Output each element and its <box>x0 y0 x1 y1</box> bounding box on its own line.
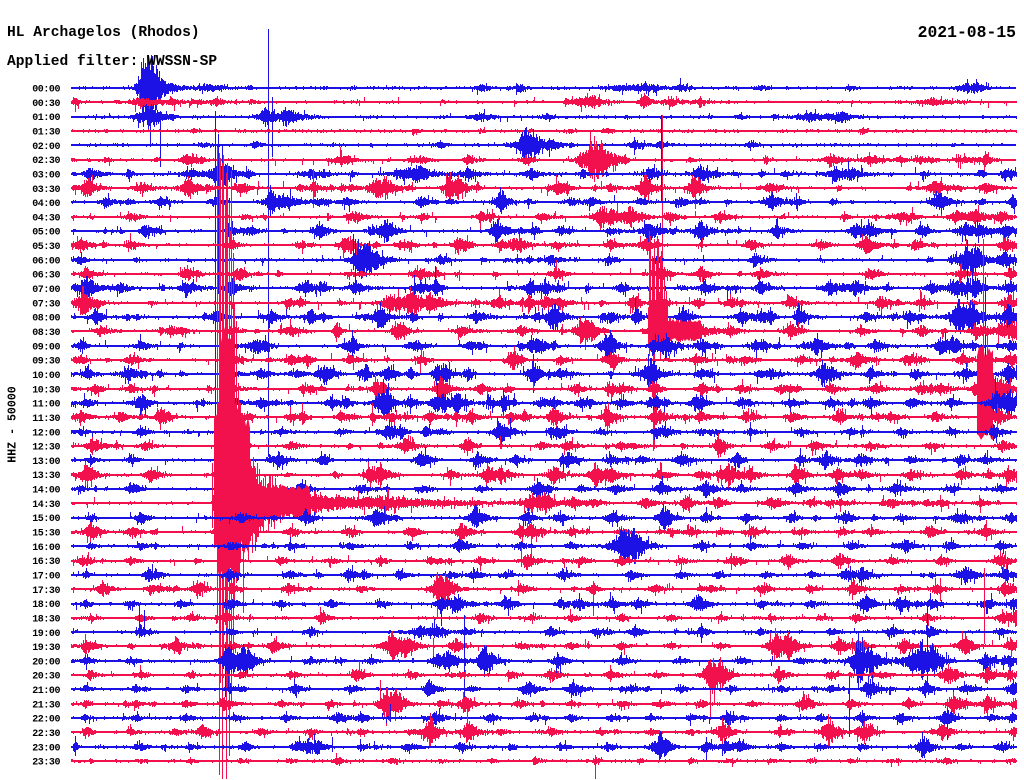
svg-text:10:00: 10:00 <box>32 371 60 382</box>
svg-text:10:30: 10:30 <box>32 385 60 396</box>
svg-text:17:00: 17:00 <box>32 572 60 583</box>
svg-text:14:30: 14:30 <box>32 500 60 511</box>
svg-text:16:30: 16:30 <box>32 557 60 568</box>
svg-text:15:30: 15:30 <box>32 529 60 540</box>
svg-text:18:00: 18:00 <box>32 600 60 611</box>
svg-text:HL Archagelos (Rhodos): HL Archagelos (Rhodos) <box>7 25 200 41</box>
svg-text:08:30: 08:30 <box>32 328 60 339</box>
svg-text:05:30: 05:30 <box>32 242 60 253</box>
svg-text:03:00: 03:00 <box>32 170 60 181</box>
svg-text:09:30: 09:30 <box>32 357 60 368</box>
svg-text:06:30: 06:30 <box>32 271 60 282</box>
svg-text:12:00: 12:00 <box>32 428 60 439</box>
svg-text:04:00: 04:00 <box>32 199 60 210</box>
svg-text:05:00: 05:00 <box>32 228 60 239</box>
svg-text:11:00: 11:00 <box>32 400 60 411</box>
svg-text:13:30: 13:30 <box>32 471 60 482</box>
svg-text:20:30: 20:30 <box>32 672 60 683</box>
svg-text:20:00: 20:00 <box>32 657 60 668</box>
svg-text:07:30: 07:30 <box>32 299 60 310</box>
svg-text:15:00: 15:00 <box>32 514 60 525</box>
svg-text:02:30: 02:30 <box>32 156 60 167</box>
svg-text:2021-08-15: 2021-08-15 <box>918 23 1016 42</box>
svg-text:22:00: 22:00 <box>32 715 60 726</box>
svg-text:18:30: 18:30 <box>32 615 60 626</box>
svg-text:06:00: 06:00 <box>32 256 60 267</box>
svg-text:07:00: 07:00 <box>32 285 60 296</box>
svg-text:22:30: 22:30 <box>32 729 60 740</box>
svg-text:08:00: 08:00 <box>32 314 60 325</box>
svg-text:13:00: 13:00 <box>32 457 60 468</box>
svg-text:16:00: 16:00 <box>32 543 60 554</box>
svg-text:04:30: 04:30 <box>32 213 60 224</box>
svg-text:12:30: 12:30 <box>32 443 60 454</box>
svg-text:09:00: 09:00 <box>32 342 60 353</box>
svg-text:23:00: 23:00 <box>32 743 60 754</box>
svg-text:01:30: 01:30 <box>32 128 60 139</box>
svg-text:21:30: 21:30 <box>32 700 60 711</box>
svg-text:17:30: 17:30 <box>32 586 60 597</box>
svg-text:00:30: 00:30 <box>32 99 60 110</box>
svg-text:01:00: 01:00 <box>32 113 60 124</box>
svg-text:14:00: 14:00 <box>32 486 60 497</box>
svg-text:23:30: 23:30 <box>32 758 60 769</box>
svg-text:HHZ - 50000: HHZ - 50000 <box>7 386 20 463</box>
svg-text:19:00: 19:00 <box>32 629 60 640</box>
svg-text:02:00: 02:00 <box>32 142 60 153</box>
svg-text:00:00: 00:00 <box>32 85 60 96</box>
svg-text:03:30: 03:30 <box>32 185 60 196</box>
svg-text:19:30: 19:30 <box>32 643 60 654</box>
svg-text:11:30: 11:30 <box>32 414 60 425</box>
svg-text:21:00: 21:00 <box>32 686 60 697</box>
svg-text:Applied filter: WWSSN-SP: Applied filter: WWSSN-SP <box>7 54 217 70</box>
